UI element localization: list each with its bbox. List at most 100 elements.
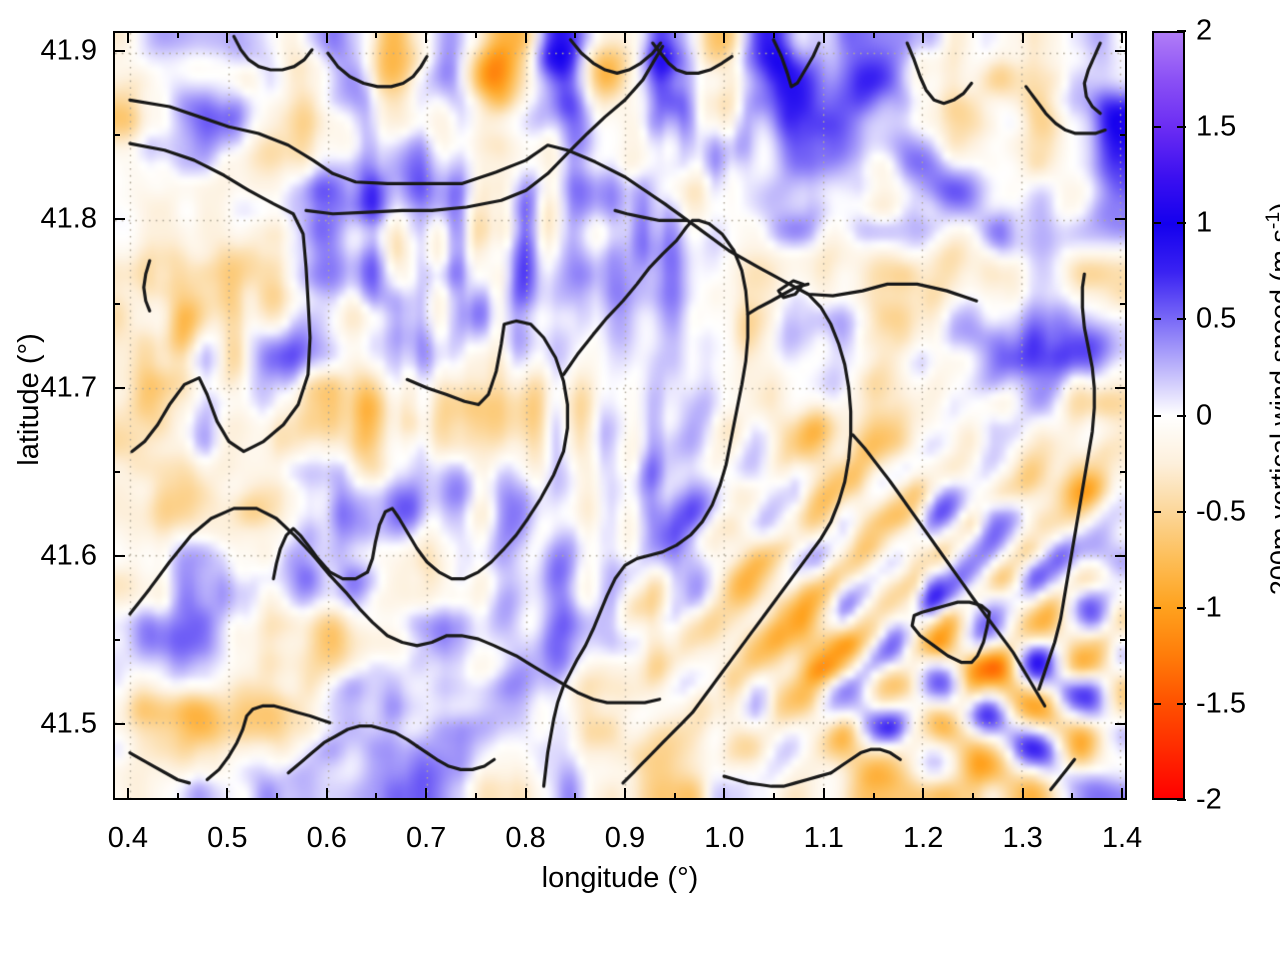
x-tick-minor-top (474, 32, 477, 38)
y-tick-minor-right (1120, 470, 1126, 473)
colorbar-tick-outer (1177, 606, 1186, 609)
colorbar-tick (1152, 222, 1161, 225)
x-tick-major (1121, 788, 1124, 799)
y-tick-major (114, 555, 125, 557)
x-tick-label: 1.0 (704, 822, 745, 854)
y-tick-major (114, 723, 125, 726)
y-tick-major-right (1115, 555, 1126, 557)
colorbar-label-exponent: -1 (1262, 211, 1280, 230)
x-axis-label: longitude (°) (541, 862, 699, 894)
colorbar-tick (1152, 606, 1161, 609)
y-tick-label: 41.6 (40, 539, 97, 572)
x-tick-major (723, 788, 726, 799)
y-tick-major-right (1115, 218, 1126, 221)
x-tick-major (126, 788, 129, 799)
colorbar-tick (1152, 702, 1161, 705)
colorbar-tick-label: 2 (1196, 14, 1213, 47)
x-tick-major (325, 788, 328, 799)
x-tick-major-top (1121, 32, 1124, 43)
x-tick-minor (375, 793, 378, 799)
x-tick-major-top (623, 32, 626, 43)
x-tick-label: 0.6 (306, 822, 347, 854)
x-tick-label: 0.5 (207, 822, 248, 854)
y-axis-label: latitude (°) (13, 333, 45, 466)
colorbar-tick-outer (1177, 799, 1186, 801)
x-tick-minor (474, 793, 477, 799)
y-tick-minor-right (1120, 639, 1126, 642)
y-tick-major-right (1115, 386, 1126, 389)
colorbar-tick-label: -2 (1196, 783, 1222, 816)
x-tick-minor (1071, 793, 1074, 799)
colorbar-tick-label: 0.5 (1196, 302, 1237, 335)
x-tick-minor-top (276, 32, 279, 38)
x-tick-label: 0.8 (505, 822, 546, 854)
x-tick-label: 0.4 (107, 822, 149, 854)
x-tick-label: 0.9 (604, 822, 646, 854)
plot-area (113, 31, 1127, 800)
x-tick-major-top (425, 32, 428, 43)
x-tick-minor-top (574, 32, 577, 38)
x-tick-label: 1.3 (1002, 822, 1043, 854)
x-tick-minor-top (872, 32, 875, 38)
y-tick-minor (114, 470, 120, 473)
colorbar-tick-outer (1177, 222, 1186, 225)
colorbar-tick-outer (1177, 702, 1186, 705)
x-tick-minor-top (971, 32, 974, 38)
x-tick-major (623, 788, 626, 799)
x-tick-minor-top (375, 32, 378, 38)
colorbar-label-prefix: 200m-vertical wind speed (m s (1265, 229, 1280, 596)
y-tick-minor (114, 302, 120, 305)
x-tick-major-top (822, 32, 825, 43)
colorbar-tick-label: 0 (1196, 399, 1213, 431)
y-tick-major (114, 218, 125, 221)
colorbar-tick-outer (1177, 414, 1186, 417)
y-tick-major-right (1115, 50, 1126, 53)
colorbar-tick (1152, 414, 1161, 417)
colorbar-tick-label: 1 (1196, 206, 1213, 239)
x-tick-minor (673, 793, 676, 799)
x-tick-minor-top (773, 32, 776, 38)
colorbar-tick-outer (1177, 30, 1186, 32)
colorbar-tick-outer (1177, 318, 1186, 321)
colorbar-tick-outer (1177, 126, 1186, 129)
colorbar-tick-outer (1177, 510, 1186, 513)
y-tick-major (114, 50, 125, 53)
x-tick-major (425, 788, 428, 799)
colorbar-label: 200m-vertical wind speed (m s-1) (1262, 203, 1280, 595)
x-tick-major (922, 788, 925, 799)
x-tick-minor (176, 793, 179, 799)
x-tick-label: 1.2 (903, 822, 944, 854)
y-tick-label: 41.9 (40, 34, 97, 67)
terrain-contour-lines (115, 33, 1125, 798)
x-tick-minor (574, 793, 577, 799)
colorbar-tick-label: -0.5 (1196, 495, 1246, 528)
x-tick-minor (872, 793, 875, 799)
x-tick-major-top (524, 32, 527, 43)
colorbar-tick (1152, 318, 1161, 321)
y-tick-minor-right (1120, 134, 1126, 137)
x-tick-label: 1.1 (803, 822, 844, 854)
x-tick-minor-top (1071, 32, 1074, 38)
y-tick-label: 41.5 (40, 707, 97, 740)
colorbar-tick-label: -1.5 (1196, 687, 1246, 720)
y-tick-label: 41.8 (40, 202, 97, 235)
y-tick-major (114, 386, 125, 389)
colorbar-tick-label: -1 (1196, 591, 1222, 624)
colorbar-tick (1152, 126, 1161, 129)
x-tick-major-top (126, 32, 129, 43)
y-tick-minor (114, 639, 120, 642)
x-tick-major (1021, 788, 1024, 799)
x-tick-major (524, 788, 527, 799)
x-tick-major-top (226, 32, 229, 43)
y-tick-label: 41.7 (40, 371, 97, 404)
x-tick-label: 1.4 (1101, 822, 1143, 854)
x-tick-major (226, 788, 229, 799)
x-tick-minor-top (176, 32, 179, 38)
colorbar-tick-label: 1.5 (1196, 110, 1237, 143)
x-tick-label: 0.7 (405, 822, 447, 854)
y-tick-minor-right (1120, 302, 1126, 305)
x-tick-major-top (325, 32, 328, 43)
x-tick-major (822, 788, 825, 799)
x-tick-minor (971, 793, 974, 799)
